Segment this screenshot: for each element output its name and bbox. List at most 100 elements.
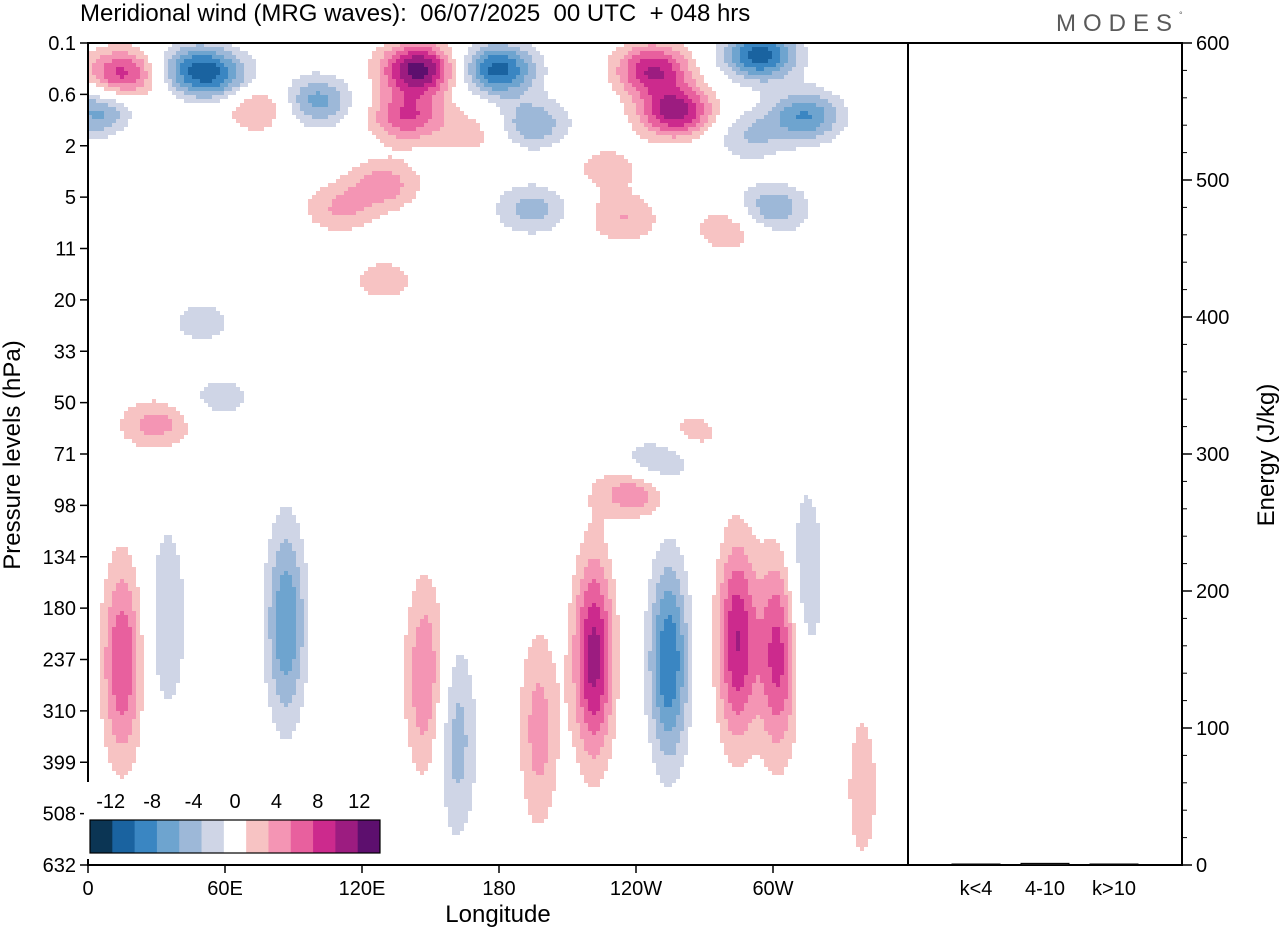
- heatmap-cell: [696, 111, 700, 115]
- heatmap-cell: [388, 127, 392, 131]
- heatmap-cell: [444, 79, 448, 83]
- heatmap-cell: [132, 59, 136, 63]
- heatmap-cell: [440, 59, 444, 63]
- heatmap-cell: [796, 123, 800, 127]
- heatmap-cell: [760, 75, 764, 79]
- heatmap-cell: [460, 115, 464, 119]
- heatmap-cell: [428, 75, 432, 79]
- heatmap-cell: [760, 187, 764, 191]
- heatmap-cell: [284, 523, 288, 527]
- heatmap-cell: [444, 55, 448, 59]
- heatmap-cell: [356, 207, 360, 211]
- heatmap-cell: [724, 239, 728, 243]
- heatmap-cell: [220, 67, 224, 71]
- heatmap-cell: [700, 419, 704, 423]
- heatmap-cell: [516, 55, 520, 59]
- heatmap-cell: [736, 43, 740, 47]
- heatmap-cell: [620, 91, 624, 95]
- heatmap-cell: [184, 311, 188, 315]
- heatmap-cell: [184, 431, 188, 435]
- heatmap-cell: [668, 51, 672, 55]
- heatmap-cell: [516, 107, 520, 111]
- heatmap-cell: [740, 135, 744, 139]
- heatmap-cell: [368, 59, 372, 63]
- heatmap-cell: [144, 411, 148, 415]
- heatmap-cell: [344, 87, 348, 91]
- heatmap-cell: [380, 267, 384, 271]
- heatmap-cell: [364, 163, 368, 167]
- heatmap-cell: [408, 183, 412, 187]
- heatmap-cell: [212, 403, 216, 407]
- heatmap-cell: [676, 59, 680, 63]
- heatmap-cell: [288, 95, 292, 99]
- heatmap-cell: [756, 215, 760, 219]
- heatmap-cell: [780, 131, 784, 135]
- heatmap-cell: [832, 123, 836, 127]
- heatmap-cell: [440, 103, 444, 107]
- heatmap-cell: [772, 191, 776, 195]
- heatmap-cell: [312, 115, 316, 119]
- heatmap-cell: [400, 203, 404, 207]
- heatmap-cell: [552, 195, 556, 199]
- heatmap-cell: [656, 115, 660, 119]
- heatmap-cell: [548, 207, 552, 211]
- heatmap-cell: [664, 79, 668, 83]
- heatmap-cell: [716, 47, 720, 51]
- heatmap-cell: [120, 75, 124, 79]
- heatmap-cell: [200, 83, 204, 87]
- heatmap-cell: [348, 99, 352, 103]
- heatmap-cell: [240, 55, 244, 59]
- heatmap-cell: [768, 95, 772, 99]
- heatmap-cell: [324, 79, 328, 83]
- heatmap-cell: [728, 63, 732, 67]
- heatmap-cell: [524, 203, 528, 207]
- heatmap-cell: [500, 79, 504, 83]
- heatmap-cell: [636, 507, 640, 511]
- heatmap-cell: [424, 75, 428, 79]
- heatmap-cell: [616, 171, 620, 175]
- heatmap-cell: [740, 63, 744, 67]
- heatmap-cell: [204, 307, 208, 311]
- heatmap-cell: [504, 223, 508, 227]
- heatmap-cell: [592, 519, 596, 523]
- heatmap-cell: [592, 483, 596, 487]
- heatmap-cell: [216, 331, 220, 335]
- heatmap-cell: [688, 59, 692, 63]
- heatmap-cell: [772, 215, 776, 219]
- heatmap-cell: [788, 51, 792, 55]
- heatmap-cell: [300, 111, 304, 115]
- heatmap-cell: [296, 547, 300, 551]
- heatmap-cell: [316, 83, 320, 87]
- heatmap-cell: [636, 51, 640, 55]
- heatmap-cell: [88, 71, 92, 75]
- heatmap-cell: [216, 43, 220, 47]
- heatmap-cell: [408, 135, 412, 139]
- heatmap-cell: [752, 535, 756, 539]
- heatmap-cell: [556, 203, 560, 207]
- heatmap-cell: [376, 51, 380, 55]
- heatmap-cell: [672, 451, 676, 455]
- heatmap-cell: [640, 455, 644, 459]
- heatmap-cell: [292, 107, 296, 111]
- heatmap-cell: [160, 419, 164, 423]
- heatmap-cell: [712, 99, 716, 103]
- heatmap-cell: [644, 507, 648, 511]
- heatmap-cell: [792, 211, 796, 215]
- heatmap-cell: [736, 139, 740, 143]
- heatmap-cell: [500, 103, 504, 107]
- heatmap-cell: [684, 71, 688, 75]
- heatmap-cell: [388, 71, 392, 75]
- heatmap-cell: [800, 55, 804, 59]
- heatmap-cell: [820, 87, 824, 91]
- heatmap-cell: [736, 59, 740, 63]
- heatmap-cell: [344, 187, 348, 191]
- heatmap-cell: [716, 99, 720, 103]
- heatmap-cell: [472, 119, 476, 123]
- heatmap-cell: [204, 75, 208, 79]
- heatmap-cell: [420, 127, 424, 131]
- heatmap-cell: [384, 271, 388, 275]
- heatmap-cell: [636, 491, 640, 495]
- heatmap-cell: [176, 79, 180, 83]
- heatmap-cell: [780, 191, 784, 195]
- heatmap-cell: [804, 111, 808, 115]
